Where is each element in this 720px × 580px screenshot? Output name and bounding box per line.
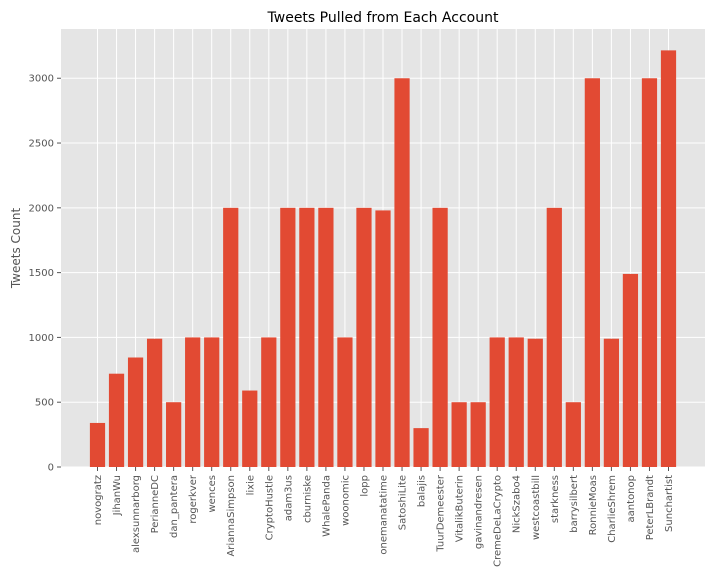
bar-lixie <box>242 390 258 467</box>
x-tick-label: PerianneDC <box>150 475 161 533</box>
bar-rogerkver <box>185 337 201 467</box>
bar-PerianneDC <box>146 338 163 467</box>
x-tick-label: lixie <box>245 475 256 495</box>
x-tick-label: cburniske <box>302 475 313 523</box>
bar-SatoshiLite <box>394 78 410 467</box>
y-axis-label: Tweets Count <box>9 208 23 290</box>
bar-VitalikButerin <box>451 402 467 467</box>
bar-wences <box>204 337 220 467</box>
bar-JihanWu <box>108 373 125 467</box>
x-tick-label: rogerkver <box>188 474 199 523</box>
bar-TuurDemeester <box>432 207 448 467</box>
bar-onemanatatime <box>375 210 391 468</box>
bar-CharlieShrem <box>603 338 620 467</box>
x-tick-label: alexsunnarborg <box>131 475 142 553</box>
bar-cburniske <box>299 207 315 467</box>
x-tick-label: SatoshiLite <box>398 475 409 530</box>
x-tick-label: RonnieMoas <box>588 475 599 535</box>
x-tick-label: CharlieShrem <box>607 475 618 543</box>
x-tick-label: TuurDemeester <box>436 474 447 553</box>
x-tick-label: WhalePanda <box>321 475 332 537</box>
x-axis-ticks: novogratz JihanWu alexsunnarborg PerianneDC… <box>93 467 675 567</box>
x-tick-label: lopp <box>359 475 370 497</box>
bar-CryptoHustle <box>261 337 277 467</box>
x-tick-label: westcoastbill <box>531 475 542 540</box>
x-tick-label: barrysilbert <box>569 475 580 533</box>
bar-alexsunnarborg <box>127 357 144 467</box>
x-tick-label: starkness <box>550 475 561 523</box>
x-tick-label: Sunchartist <box>664 475 675 532</box>
bar-westcoastbill <box>527 338 543 467</box>
bar-barrysilbert <box>565 402 581 467</box>
bar-NickSzabo4 <box>508 337 524 467</box>
x-tick-label: aantonop <box>626 475 637 522</box>
x-tick-label: NickSzabo4 <box>512 475 523 533</box>
y-tick-label: 0 <box>48 463 54 474</box>
chart-title: Tweets Pulled from Each Account <box>267 10 499 26</box>
bar-dan_pantera <box>166 402 182 467</box>
bar-Sunchartist <box>660 50 677 468</box>
x-tick-label: onemanatatime <box>379 475 390 555</box>
bar-PeterLBrandt <box>641 78 658 467</box>
x-tick-label: novogratz <box>93 475 104 525</box>
y-tick-label: 2000 <box>29 203 54 214</box>
bar-AriannaSimpson <box>223 207 239 467</box>
x-tick-label: JihanWu <box>112 475 123 516</box>
bar-adam3us <box>280 207 296 467</box>
bar-CremeDeLaCrypto <box>489 337 505 467</box>
y-tick-label: 3000 <box>29 74 54 85</box>
x-tick-label: CryptoHustle <box>264 475 275 540</box>
x-tick-label: CremeDeLaCrypto <box>493 475 504 567</box>
bar-WhalePanda <box>318 207 334 467</box>
x-tick-label: adam3us <box>283 475 294 521</box>
y-tick-label: 2500 <box>29 139 54 150</box>
x-tick-label: gavinandresen <box>474 475 485 549</box>
y-axis-ticks: 0 500 1000 1500 2000 2500 3000 <box>29 74 61 474</box>
x-tick-label: VitalikButerin <box>455 475 466 542</box>
bar-RonnieMoas <box>584 78 600 467</box>
bar-balajis <box>413 428 429 467</box>
x-tick-label: dan_pantera <box>169 475 180 538</box>
y-tick-label: 1000 <box>29 333 54 344</box>
x-tick-label: balajis <box>417 475 428 507</box>
x-tick-label: AriannaSimpson <box>226 475 237 557</box>
bar-aantonop <box>622 273 639 467</box>
y-tick-label: 1500 <box>29 268 54 279</box>
x-tick-label: PeterLBrandt <box>645 475 656 540</box>
bar-woonomic <box>337 337 353 467</box>
bars <box>89 50 677 468</box>
x-tick-label: woonomic <box>340 475 351 526</box>
bar-gavinandresen <box>470 402 486 467</box>
bar-novogratz <box>89 422 106 467</box>
y-tick-label: 500 <box>35 398 54 409</box>
bar-starkness <box>546 207 562 467</box>
bar-lopp <box>356 207 372 467</box>
x-tick-label: wences <box>207 475 218 513</box>
